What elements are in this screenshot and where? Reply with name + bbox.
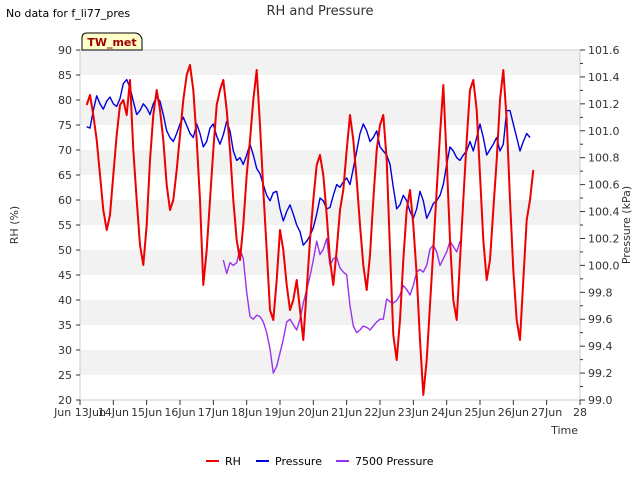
y-right-tick-label: 101.4 xyxy=(588,71,620,84)
plot-band xyxy=(80,375,580,400)
y-left-tick-label: 40 xyxy=(58,294,72,307)
x-tick-label: 22Jun xyxy=(364,406,395,419)
y-left-tick-label: 50 xyxy=(58,244,72,257)
x-tick-label: 26Jun xyxy=(498,406,529,419)
plot-band xyxy=(80,225,580,250)
y-left-tick-label: 65 xyxy=(58,169,72,182)
plot-band xyxy=(80,275,580,300)
series-line-rh xyxy=(85,64,535,396)
y-left-tick-label: 80 xyxy=(58,94,72,107)
plot-band xyxy=(80,50,580,75)
no-data-note: No data for f_li77_pres xyxy=(6,7,130,20)
x-tick-label: 24Jun xyxy=(431,406,462,419)
y-left-tick-label: 25 xyxy=(58,369,72,382)
y-right-tick-label: 101.2 xyxy=(588,98,620,111)
y-right-tick-label: 101.6 xyxy=(588,44,620,57)
x-tick-label: 18Jun xyxy=(231,406,262,419)
plot-band xyxy=(80,200,580,225)
y-left-tick-label: 90 xyxy=(58,44,72,57)
plot-band xyxy=(80,150,580,175)
x-tick-label: Jun 13Jun xyxy=(53,406,106,419)
y-left-tick-label: 55 xyxy=(58,219,72,232)
y-right-tick-label: 99.8 xyxy=(588,286,613,299)
site-badge: TW_met xyxy=(81,32,143,51)
y-left-tick-label: 45 xyxy=(58,269,72,282)
y-right-tick-label: 101.0 xyxy=(588,125,620,138)
x-tick-label: 21Jun xyxy=(331,406,362,419)
x-tick-label: 27Jun xyxy=(531,406,562,419)
plot-band xyxy=(80,75,580,100)
site-badge-shape xyxy=(81,32,143,51)
x-axis-label: Time xyxy=(550,424,578,437)
series-line-7500-pressure xyxy=(222,237,461,374)
x-tick-label: 28 xyxy=(573,406,587,419)
y-left-tick-label: 75 xyxy=(58,119,72,132)
y-right-tick-label: 99.6 xyxy=(588,313,613,326)
x-tick-label: 17Jun xyxy=(198,406,229,419)
y-left-tick-label: 30 xyxy=(58,344,72,357)
y-right-tick-label: 100.2 xyxy=(588,232,620,245)
series-line-pressure xyxy=(86,78,531,246)
x-tick-label: 25Jun xyxy=(464,406,495,419)
y-left-tick-label: 60 xyxy=(58,194,72,207)
legend-label-7500-pressure: 7500 Pressure xyxy=(355,455,434,468)
y-right-tick-label: 100.6 xyxy=(588,179,620,192)
plot-band xyxy=(80,175,580,200)
y-left-tick-label: 85 xyxy=(58,69,72,82)
plot-band xyxy=(80,350,580,375)
plot-background-bands xyxy=(80,50,580,400)
y-right-tick-label: 100.8 xyxy=(588,152,620,165)
y-axis-left: 20 25 30 35 40 45 50 55 60 65 70 75 80 85 90 xyxy=(58,44,80,407)
legend: RH Pressure 7500 Pressure xyxy=(206,455,434,468)
plot-band xyxy=(80,325,580,350)
x-tick-label: 16Jun xyxy=(164,406,195,419)
y-left-tick-label: 70 xyxy=(58,144,72,157)
x-tick-label: 19Jun xyxy=(264,406,295,419)
y-right-tick-label: 99.2 xyxy=(588,367,613,380)
y-axis-right: 99.0 99.2 99.4 99.6 99.8 100.0 100.2 100.4 100.6… xyxy=(580,44,620,407)
series-layer xyxy=(85,64,535,396)
y-right-tick-label: 100.4 xyxy=(588,206,620,219)
legend-label-pressure: Pressure xyxy=(275,455,322,468)
legend-label-rh: RH xyxy=(225,455,241,468)
x-tick-label: 15Jun xyxy=(131,406,162,419)
x-tick-label: 20Jun xyxy=(298,406,329,419)
y-left-tick-label: 35 xyxy=(58,319,72,332)
y-right-tick-label: 99.4 xyxy=(588,340,613,353)
plot-band xyxy=(80,300,580,325)
y-left-tick-label: 20 xyxy=(58,394,72,407)
y-axis-left-label: RH (%) xyxy=(8,206,21,244)
y-right-tick-label: 99.0 xyxy=(588,394,613,407)
chart-title: RH and Pressure xyxy=(266,4,373,19)
x-tick-label: 23Jun xyxy=(398,406,429,419)
y-right-tick-label: 100.0 xyxy=(588,259,620,272)
site-badge-label: TW_met xyxy=(87,36,136,49)
x-tick-label: 14Jun xyxy=(98,406,129,419)
y-axis-right-label: Pressure (kPa) xyxy=(620,186,633,264)
